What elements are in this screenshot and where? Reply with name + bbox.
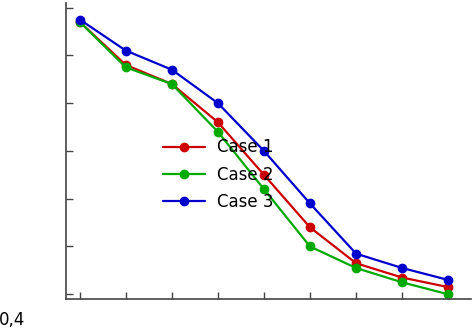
Case 2 xyxy=(215,130,221,134)
Case 3 xyxy=(215,101,221,105)
Case 1 xyxy=(169,82,175,86)
Line: Case 3: Case 3 xyxy=(75,15,452,284)
Line: Case 2: Case 2 xyxy=(75,18,452,298)
Case 2 xyxy=(399,280,405,284)
Case 3 xyxy=(123,49,128,52)
Legend: Case 1, Case 2, Case 3: Case 1, Case 2, Case 3 xyxy=(164,139,273,211)
Case 1 xyxy=(123,63,128,67)
Case 2 xyxy=(123,65,128,69)
Case 2 xyxy=(169,82,175,86)
Case 1 xyxy=(307,225,313,229)
Text: 0,4: 0,4 xyxy=(0,311,25,329)
Case 1 xyxy=(261,173,267,177)
Case 3 xyxy=(307,202,313,206)
Case 1 xyxy=(353,261,359,265)
Case 3 xyxy=(353,252,359,256)
Case 1 xyxy=(215,120,221,124)
Case 3 xyxy=(77,17,82,21)
Line: Case 1: Case 1 xyxy=(75,18,452,291)
Case 3 xyxy=(169,68,175,72)
Case 3 xyxy=(399,266,405,270)
Case 2 xyxy=(77,20,82,24)
Case 1 xyxy=(399,276,405,280)
Case 3 xyxy=(261,149,267,153)
Case 3 xyxy=(446,278,451,282)
Case 2 xyxy=(307,245,313,248)
Case 1 xyxy=(446,285,451,289)
Case 2 xyxy=(446,292,451,296)
Case 2 xyxy=(353,266,359,270)
Case 1 xyxy=(77,20,82,24)
Case 2 xyxy=(261,187,267,191)
